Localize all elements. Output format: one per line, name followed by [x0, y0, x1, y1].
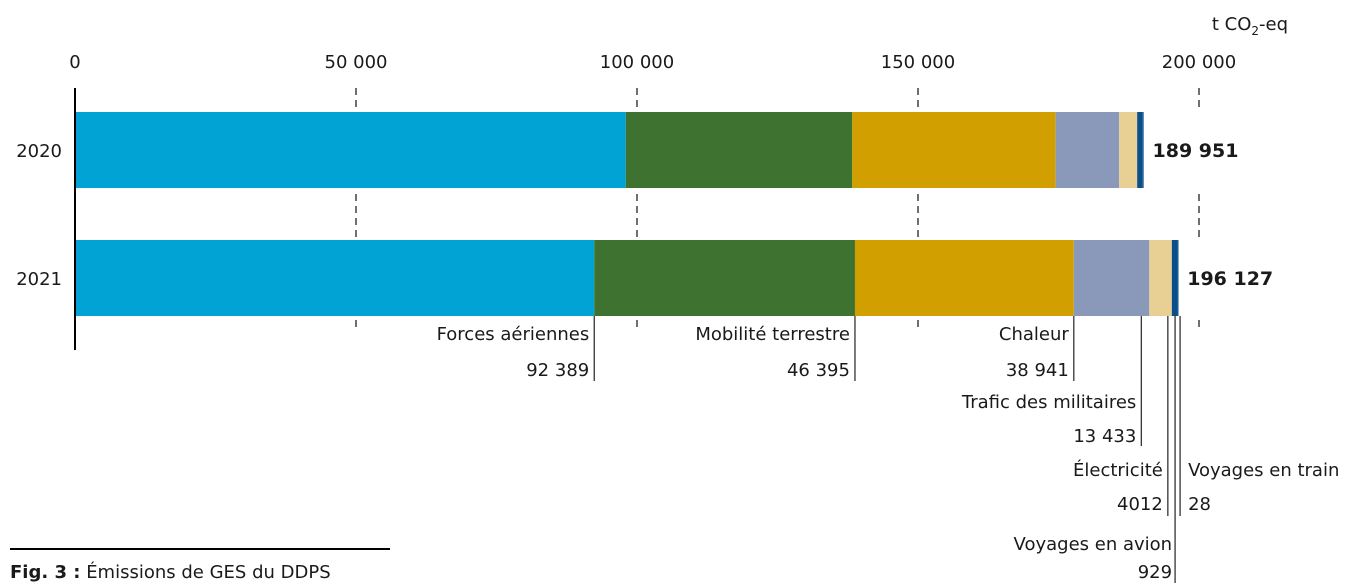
bars [75, 112, 1179, 316]
caption-label: Fig. 3 : [10, 562, 81, 583]
callout-value: 38 941 [1006, 360, 1069, 381]
tick-label: 150 000 [881, 52, 955, 73]
bar-segment-2020-5 [1137, 112, 1143, 188]
callout-name: Chaleur [999, 324, 1069, 345]
caption-text: Émissions de GES du DDPS [86, 562, 331, 583]
tick-label: 0 [69, 52, 80, 73]
unit-suffix: -eq [1259, 14, 1288, 35]
callout-value: 929 [1138, 562, 1172, 583]
callout-name: Mobilité terrestre [695, 324, 850, 345]
category-label: 2020 [16, 141, 62, 162]
callout-value: 13 433 [1073, 426, 1136, 447]
bar-segment-2020-2 [852, 112, 1056, 188]
callout-value: 4012 [1117, 494, 1163, 515]
total-label: 189 951 [1153, 140, 1239, 162]
bar-segment-2020-3 [1055, 112, 1120, 188]
category-label: 2021 [16, 269, 62, 290]
callout-name: Électricité [1073, 459, 1163, 481]
category-labels: 2020 2021 [16, 141, 62, 290]
tick-label: 100 000 [600, 52, 674, 73]
bar-segment-2020-4 [1119, 112, 1138, 188]
bar-segment-2020-0 [75, 112, 626, 188]
bar-segment-2021-1 [594, 240, 855, 316]
caption-rule [10, 548, 390, 550]
bar-segment-2021-6 [1177, 240, 1179, 316]
callout-value: 92 389 [526, 360, 589, 381]
segment-callouts: Forces aériennes 92 389 Mobilité terrestre… [437, 316, 1339, 583]
tick-label: 200 000 [1162, 52, 1236, 73]
bar-segment-2021-3 [1073, 240, 1150, 316]
grid-lines [355, 88, 1200, 330]
tick-label: 50 000 [325, 52, 388, 73]
callout-name: Voyages en train [1188, 460, 1339, 481]
figure-caption: Fig. 3 : Émissions de GES du DDPS [10, 562, 331, 583]
callout-name: Voyages en avion [1014, 534, 1173, 555]
bar-segment-2021-5 [1171, 240, 1178, 316]
unit-prefix: t CO [1212, 14, 1252, 35]
bar-segment-2021-0 [75, 240, 595, 316]
bar-segment-2021-2 [854, 240, 1074, 316]
unit-label: t CO2-eq [1212, 14, 1288, 38]
total-labels: 189 951 196 127 [1153, 140, 1274, 290]
callout-name: Forces aériennes [437, 324, 590, 345]
bar-segment-2021-4 [1149, 240, 1172, 316]
unit-subscript: 2 [1251, 24, 1259, 38]
tick-labels: 0 50 000 100 000 150 000 200 000 [69, 52, 1236, 73]
bar-segment-2020-6 [1142, 112, 1144, 188]
total-label: 196 127 [1187, 268, 1273, 290]
callout-value: 28 [1188, 494, 1211, 515]
bar-segment-2020-1 [625, 112, 853, 188]
callout-name: Trafic des militaires [961, 392, 1136, 413]
callout-value: 46 395 [787, 360, 850, 381]
